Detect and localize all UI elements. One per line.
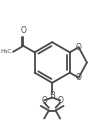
Text: O: O: [76, 43, 82, 52]
Text: O: O: [57, 96, 63, 105]
Text: B: B: [49, 91, 55, 100]
Text: O: O: [20, 26, 26, 35]
Text: O: O: [41, 96, 47, 105]
Text: O: O: [76, 73, 82, 82]
Text: H₃C: H₃C: [0, 49, 12, 54]
